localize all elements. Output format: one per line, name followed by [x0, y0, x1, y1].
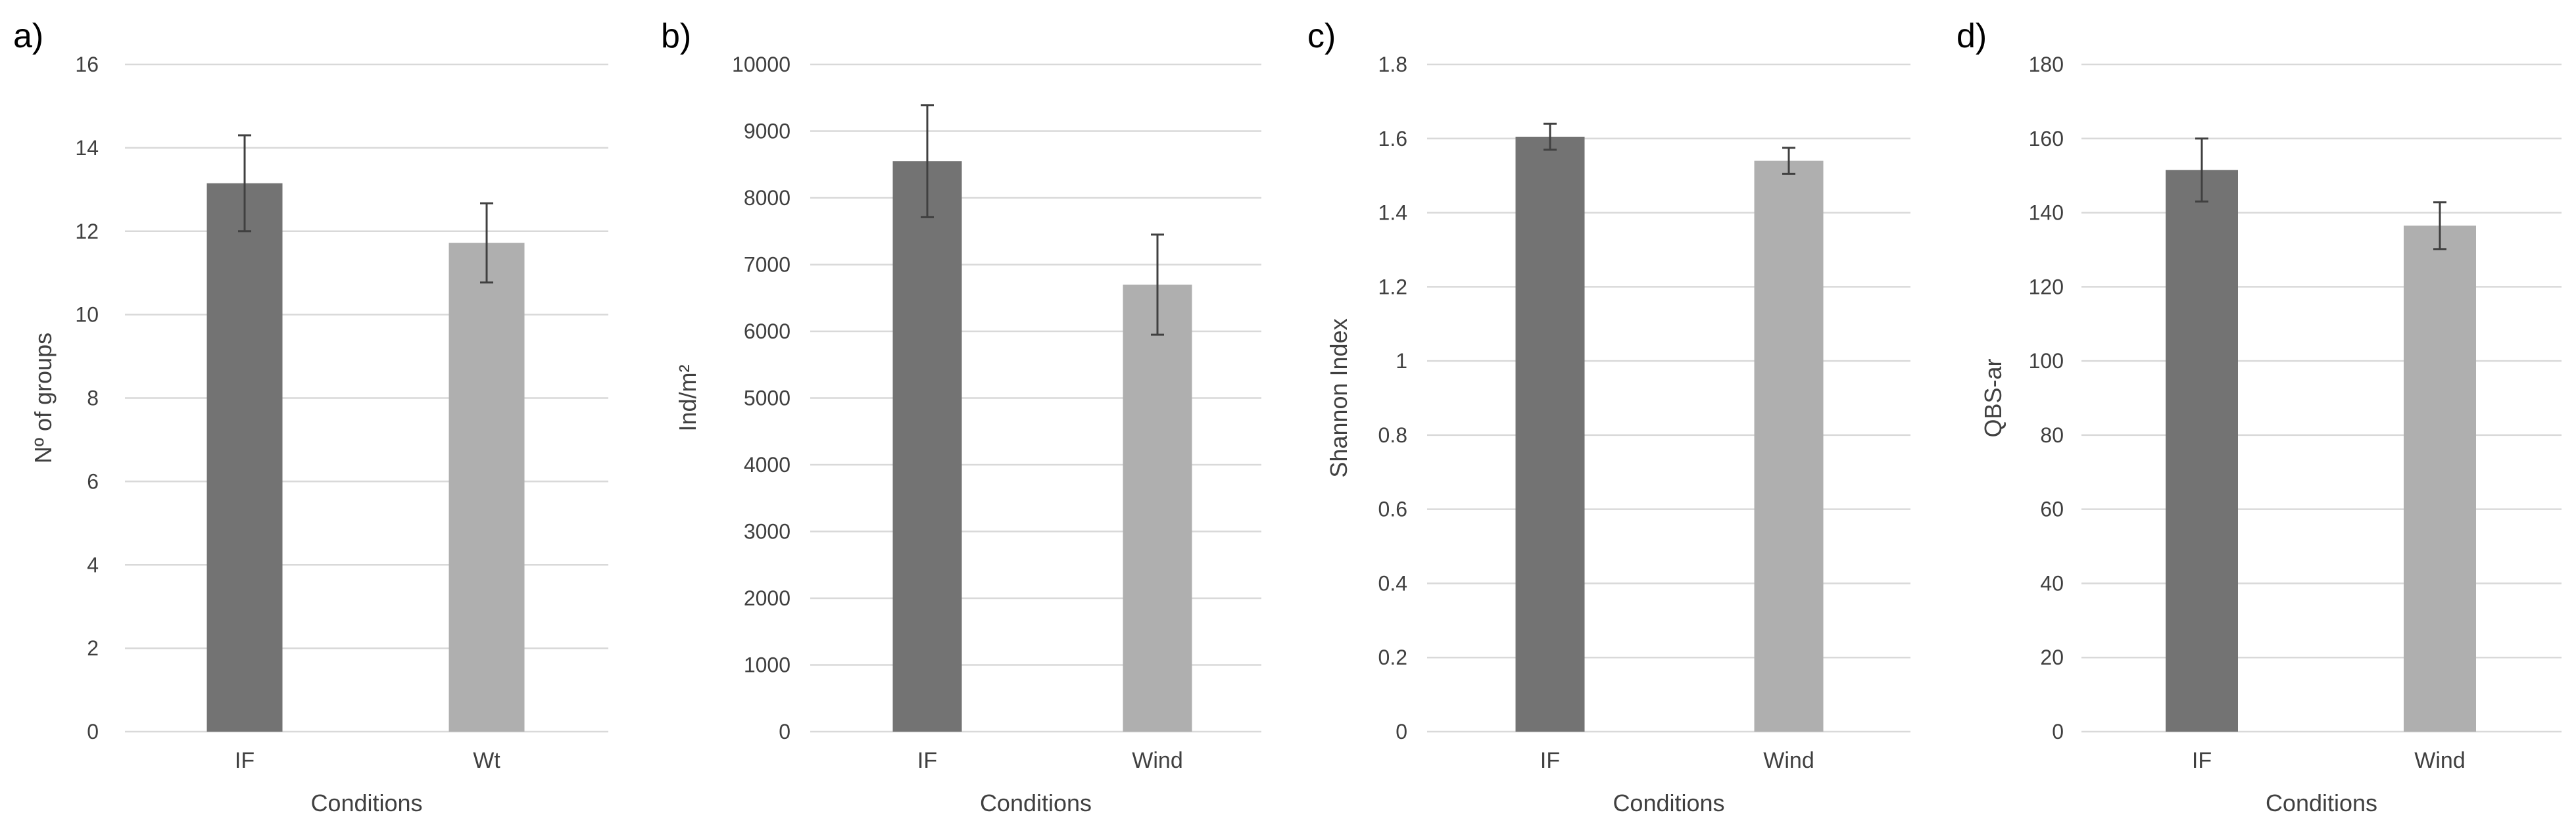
y-tick-label: 16: [75, 53, 99, 76]
x-category-label: IF: [235, 748, 255, 773]
y-tick-label: 0: [87, 720, 99, 743]
y-tick-label: 1.6: [1378, 127, 1407, 151]
y-tick-label: 4: [87, 553, 99, 577]
bar-if: [2166, 170, 2238, 732]
y-tick-label: 160: [2029, 127, 2064, 151]
x-category-label: Wind: [2414, 748, 2465, 773]
y-tick-label: 1: [1396, 349, 1407, 373]
y-tick-label: 0: [1396, 720, 1407, 743]
y-tick-label: 0: [2052, 720, 2064, 743]
y-tick-label: 0.2: [1378, 646, 1407, 669]
bar-wt: [449, 243, 525, 732]
y-tick-label: 1.2: [1378, 275, 1407, 298]
y-tick-label: 80: [2040, 423, 2064, 447]
bar-wind: [2404, 225, 2476, 732]
y-axis-title: QBS-ar: [1980, 358, 2006, 437]
panel-label: d): [1956, 17, 1987, 55]
y-tick-label: 1.8: [1378, 53, 1407, 76]
y-tick-label: 3000: [744, 520, 790, 544]
x-category-label: Wt: [473, 748, 500, 773]
y-tick-label: 180: [2029, 53, 2064, 76]
y-tick-label: 4000: [744, 453, 790, 477]
x-category-label: Wind: [1763, 748, 1814, 773]
bar-if: [207, 183, 283, 732]
x-axis-title: Conditions: [310, 790, 422, 816]
y-tick-label: 40: [2040, 571, 2064, 595]
x-axis-title: Conditions: [980, 790, 1092, 816]
bar-wind: [1754, 160, 1824, 732]
y-tick-label: 120: [2029, 275, 2064, 298]
y-tick-label: 6: [87, 469, 99, 493]
y-tick-label: 1.4: [1378, 201, 1407, 225]
y-tick-label: 7000: [744, 253, 790, 277]
y-tick-label: 100: [2029, 349, 2064, 373]
y-tick-label: 10000: [732, 53, 790, 76]
x-axis-title: Conditions: [2266, 790, 2377, 816]
x-category-label: IF: [917, 748, 937, 773]
y-tick-label: 2000: [744, 586, 790, 610]
y-tick-label: 0.8: [1378, 423, 1407, 447]
y-tick-label: 6000: [744, 319, 790, 343]
x-category-label: IF: [2192, 748, 2212, 773]
panel-label: c): [1307, 17, 1336, 55]
y-tick-label: 12: [75, 220, 99, 243]
y-tick-label: 8000: [744, 186, 790, 210]
y-axis-title: Ind/m²: [674, 364, 701, 431]
y-tick-label: 14: [75, 136, 99, 160]
x-axis-title: Conditions: [1613, 790, 1724, 816]
y-tick-label: 0.6: [1378, 498, 1407, 521]
x-category-label: IF: [1540, 748, 1560, 773]
y-axis-title: Nº of groups: [30, 333, 57, 463]
y-tick-label: 20: [2040, 646, 2064, 669]
bar-wind: [1123, 284, 1192, 732]
y-tick-label: 60: [2040, 498, 2064, 521]
y-tick-label: 1000: [744, 653, 790, 677]
y-axis-title: Shannon Index: [1325, 318, 1352, 477]
y-tick-label: 8: [87, 387, 99, 410]
bar-if: [1515, 136, 1585, 732]
x-category-label: Wind: [1132, 748, 1182, 773]
y-tick-label: 2: [87, 636, 99, 660]
bar-if: [892, 161, 962, 732]
y-tick-label: 9000: [744, 120, 790, 143]
panel-label: a): [13, 17, 43, 55]
y-tick-label: 140: [2029, 201, 2064, 225]
panel-label: b): [661, 17, 691, 55]
y-tick-label: 10: [75, 303, 99, 327]
y-tick-label: 5000: [744, 387, 790, 410]
y-tick-label: 0.4: [1378, 571, 1407, 595]
y-tick-label: 0: [779, 720, 790, 743]
